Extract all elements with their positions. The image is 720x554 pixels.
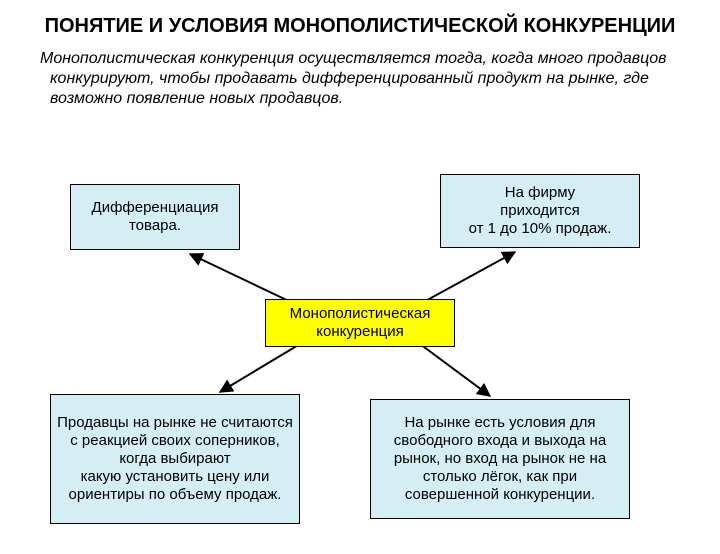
node-bl: Продавцы на рынке не считаются с реакцие…	[50, 394, 300, 524]
node-br: На рынке есть условия для свободного вхо…	[370, 399, 630, 519]
arrow-center-tl	[190, 254, 295, 304]
intro-paragraph: Монополистическая конкуренция осуществля…	[40, 49, 680, 109]
arrow-center-br	[420, 344, 490, 396]
node-tl-label: Дифференциация товара.	[92, 199, 219, 235]
node-tr-label: На фирму приходится от 1 до 10% продаж.	[469, 184, 612, 238]
arrow-center-tr	[420, 252, 515, 304]
page-title: ПОНЯТИЕ И УСЛОВИЯ МОНОПОЛИСТИЧЕСКОЙ КОНК…	[40, 14, 680, 39]
center-node-label: Монополистическая конкуренция	[290, 305, 431, 341]
node-bl-label: Продавцы на рынке не считаются с реакцие…	[55, 414, 295, 504]
node-tr: На фирму приходится от 1 до 10% продаж.	[440, 174, 640, 248]
node-tl: Дифференциация товара.	[70, 184, 240, 250]
center-node: Монополистическая конкуренция	[265, 299, 455, 347]
concept-diagram: Монополистическая конкуренция Дифференциа…	[0, 164, 720, 554]
arrow-center-bl	[220, 344, 300, 392]
node-br-label: На рынке есть условия для свободного вхо…	[375, 414, 625, 504]
